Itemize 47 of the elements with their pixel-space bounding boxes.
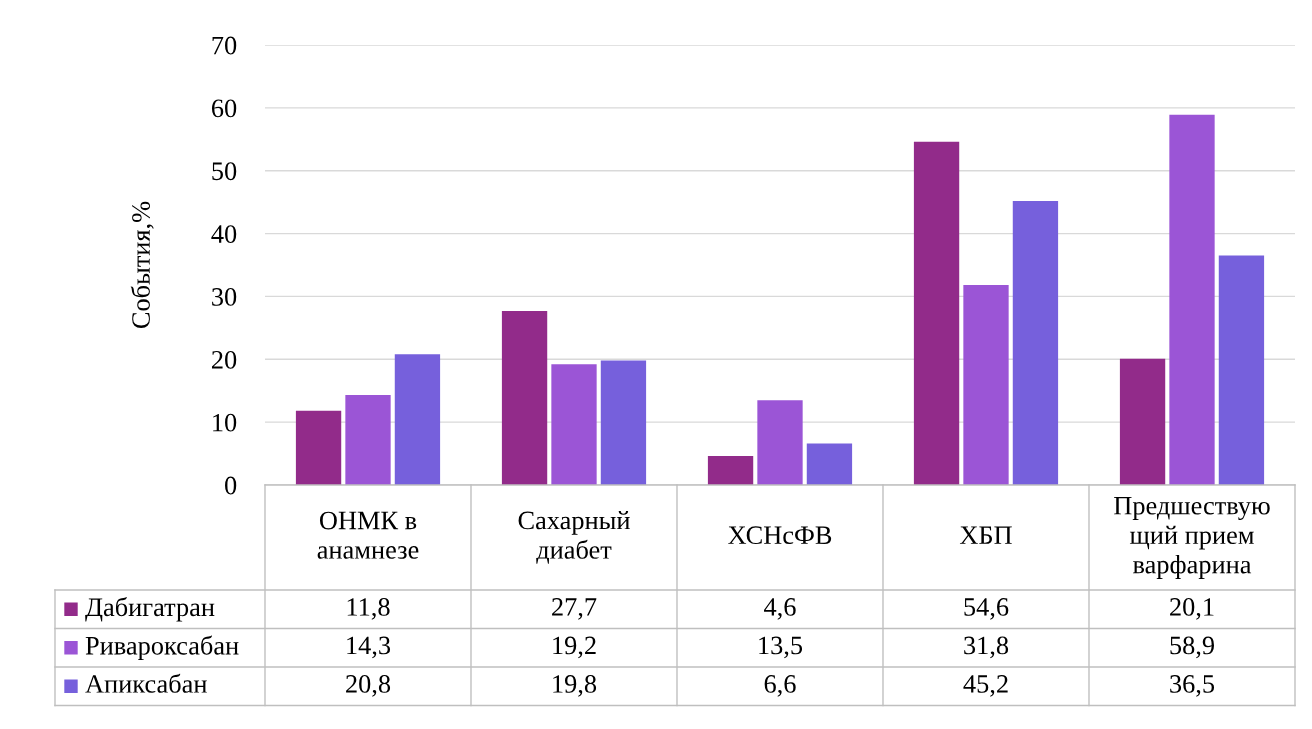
y-tick-label: 30 [212,288,237,306]
x-tick-label: Сахарный диабет [518,511,630,564]
data-label: 36,5 [1170,675,1215,697]
x-tick-label: ХБП [959,526,1012,544]
legend-label: Апиксабан [85,673,207,693]
legend-label: Ривароксабан [85,635,239,660]
y-tick-label: 60 [211,99,237,118]
data-label: 14,3 [347,636,391,659]
bar [1012,200,1059,485]
bar [295,410,342,485]
bar [806,443,853,485]
bar [501,310,548,485]
y-tick-label: 10 [213,413,237,432]
bar [551,364,597,485]
data-label: 19,8 [553,675,597,697]
data-label: 20,8 [346,675,391,697]
y-tick-label: 40 [211,225,237,243]
legend-label: Дабигатран [85,597,215,622]
bar [345,395,391,485]
data-label: 31,8 [964,636,1009,659]
y-tick-label: 50 [212,162,237,181]
bar [394,354,441,485]
bar [1218,255,1265,485]
data-label: 4,6 [764,598,796,620]
x-tick-label: ОНМК в анамнезе [317,511,419,559]
y-tick-label: 20 [211,350,237,369]
bar [600,360,647,485]
bar [963,285,1009,485]
data-label: 13,5 [759,636,803,659]
data-label: 6,6 [764,675,796,697]
data-label: 54,6 [964,598,1009,620]
y-tick-label: 0 [225,476,237,495]
data-label: 58,9 [1170,636,1215,659]
data-label: 19,2 [553,636,596,659]
y-tick-label: 70 [212,36,237,55]
y-axis-title: События,% [130,201,154,329]
data-label: 27,7 [552,598,597,620]
bar [1169,114,1215,485]
x-tick-label: ХСНсФВ [728,526,832,545]
bar [913,141,960,485]
x-tick-label: Предшествующий прием варфарина [1114,497,1270,579]
bar [707,456,754,485]
data-label: 20,1 [1170,598,1214,620]
bar [1119,358,1166,485]
data-label: 11,8 [347,598,390,620]
data-label: 45,2 [963,675,1008,697]
bar [757,400,803,485]
